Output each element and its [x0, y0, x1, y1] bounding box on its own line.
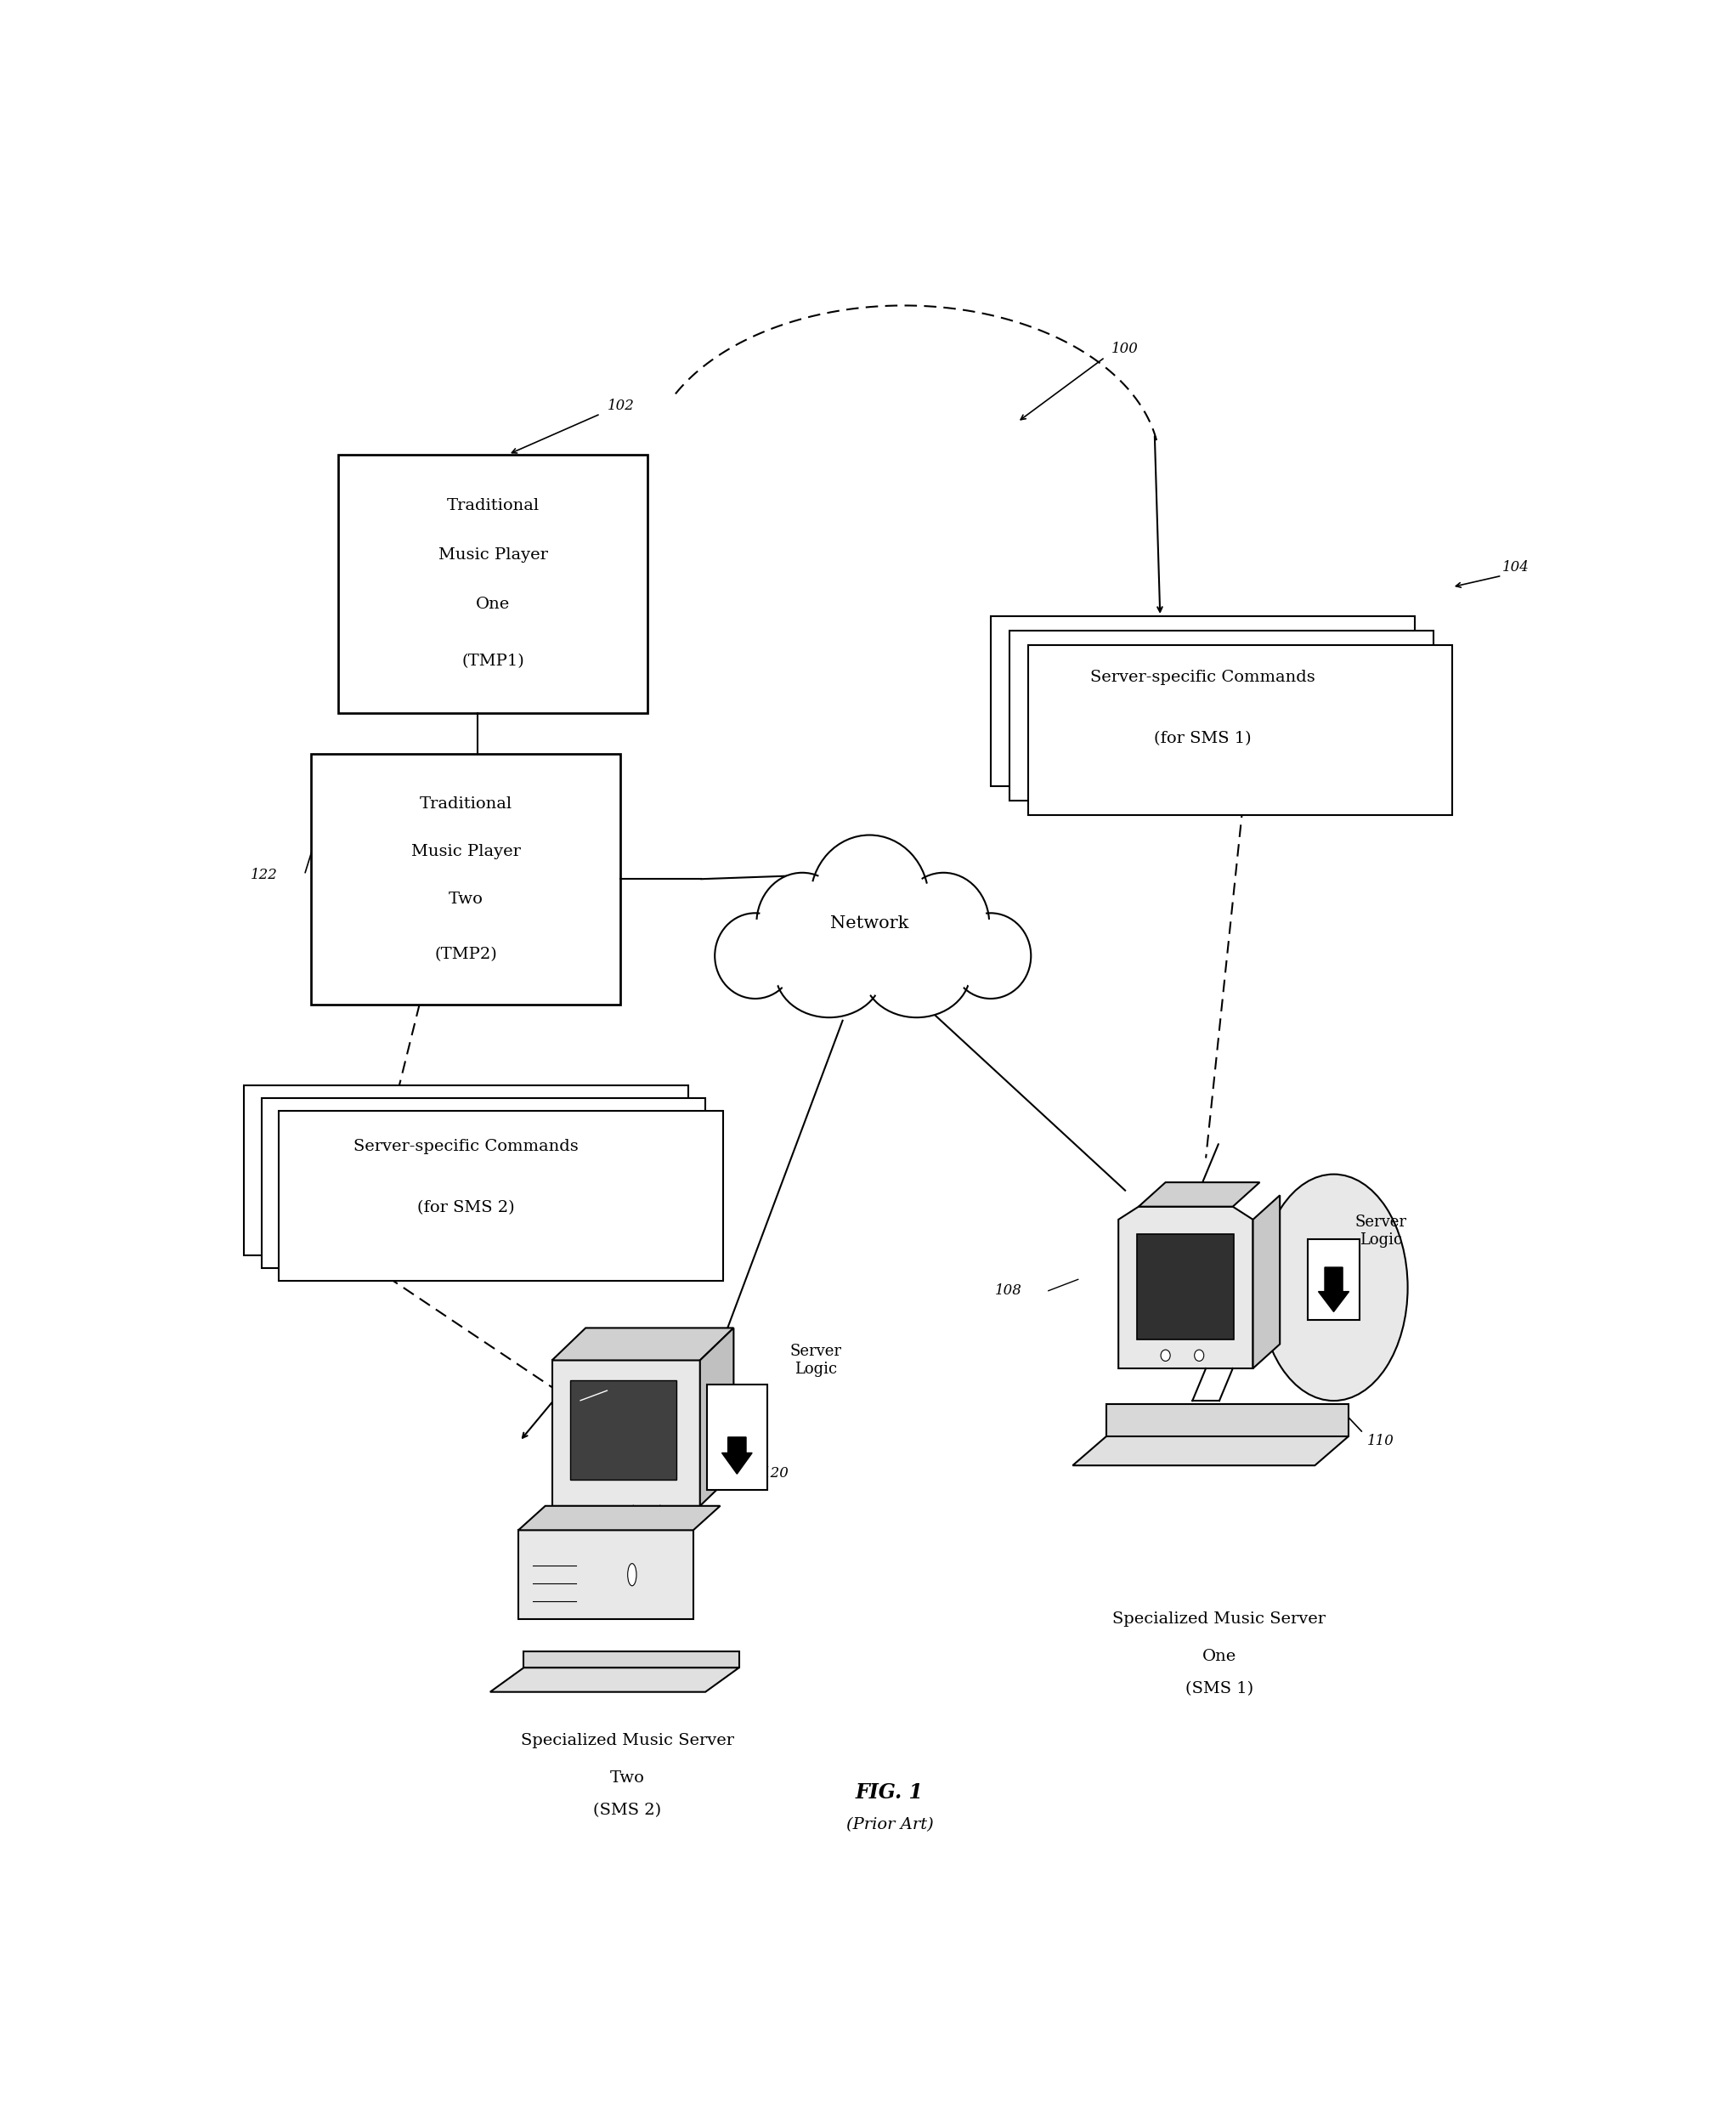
Text: 102: 102 [608, 399, 634, 414]
Text: (SMS 1): (SMS 1) [1186, 1681, 1253, 1696]
Text: 122: 122 [250, 868, 278, 882]
Bar [1028, 645, 1451, 815]
Text: 128: 128 [615, 1385, 641, 1399]
Text: Music Player: Music Player [411, 845, 521, 859]
Text: Specialized Music Server: Specialized Music Server [1113, 1611, 1326, 1626]
Polygon shape [552, 1328, 734, 1359]
Ellipse shape [898, 872, 990, 975]
Text: 108: 108 [995, 1284, 1023, 1298]
Text: (for SMS 2): (for SMS 2) [417, 1200, 514, 1214]
Text: 110: 110 [1368, 1435, 1394, 1448]
Bar [279, 1111, 722, 1282]
Text: Server-specific Commands: Server-specific Commands [354, 1139, 578, 1153]
Polygon shape [1118, 1206, 1253, 1368]
Ellipse shape [759, 880, 845, 966]
Ellipse shape [811, 834, 929, 964]
Bar [339, 454, 648, 712]
Ellipse shape [812, 845, 925, 954]
Bar [262, 1099, 705, 1269]
Text: Music Player: Music Player [437, 548, 547, 563]
Polygon shape [519, 1530, 693, 1620]
Ellipse shape [715, 914, 795, 998]
Polygon shape [700, 1328, 734, 1506]
Text: (TMP1): (TMP1) [462, 653, 524, 668]
Text: Traditional: Traditional [420, 796, 512, 811]
Text: Server
Logic: Server Logic [1354, 1214, 1406, 1248]
FancyArrow shape [722, 1437, 752, 1475]
Ellipse shape [776, 927, 884, 1017]
Text: (for SMS 1): (for SMS 1) [1154, 731, 1252, 746]
Text: FIG. 1: FIG. 1 [856, 1782, 924, 1803]
Text: One: One [1203, 1649, 1236, 1664]
Bar [311, 754, 621, 1004]
Ellipse shape [863, 927, 970, 1017]
Ellipse shape [628, 1563, 637, 1586]
Polygon shape [519, 1506, 720, 1530]
Bar [243, 1086, 687, 1254]
Text: Server
Logic: Server Logic [790, 1345, 842, 1376]
Polygon shape [1139, 1183, 1260, 1206]
Text: One: One [476, 597, 510, 611]
Ellipse shape [717, 920, 793, 992]
Text: 124: 124 [250, 1126, 278, 1141]
Text: (SMS 2): (SMS 2) [594, 1803, 661, 1817]
Polygon shape [1073, 1437, 1349, 1466]
Text: Server-specific Commands: Server-specific Commands [1090, 670, 1314, 685]
Bar [1137, 1233, 1234, 1338]
Ellipse shape [757, 872, 847, 975]
Polygon shape [552, 1359, 700, 1506]
Text: Two: Two [609, 1769, 644, 1786]
Ellipse shape [950, 914, 1031, 998]
Ellipse shape [778, 933, 880, 1011]
Polygon shape [1253, 1195, 1279, 1368]
Bar [991, 616, 1415, 786]
Text: Specialized Music Server: Specialized Music Server [521, 1733, 734, 1748]
Text: Traditional: Traditional [446, 498, 540, 515]
Text: 120: 120 [762, 1466, 788, 1481]
Bar [569, 1380, 677, 1479]
Polygon shape [490, 1668, 740, 1691]
Ellipse shape [1260, 1174, 1408, 1401]
Text: (TMP2): (TMP2) [434, 948, 496, 962]
Polygon shape [1106, 1403, 1349, 1437]
Polygon shape [524, 1651, 740, 1668]
Ellipse shape [866, 933, 967, 1011]
Ellipse shape [899, 880, 988, 966]
Ellipse shape [1194, 1349, 1203, 1361]
Bar [1309, 1240, 1359, 1319]
Bar [1009, 630, 1434, 800]
Text: 100: 100 [1111, 342, 1139, 357]
Ellipse shape [1161, 1349, 1170, 1361]
Text: (Prior Art): (Prior Art) [845, 1817, 934, 1832]
Text: Network: Network [830, 916, 908, 931]
Text: Two: Two [448, 891, 483, 908]
Text: 104: 104 [1502, 561, 1529, 576]
Ellipse shape [953, 920, 1029, 992]
FancyArrow shape [1318, 1267, 1349, 1311]
Bar [707, 1385, 767, 1490]
